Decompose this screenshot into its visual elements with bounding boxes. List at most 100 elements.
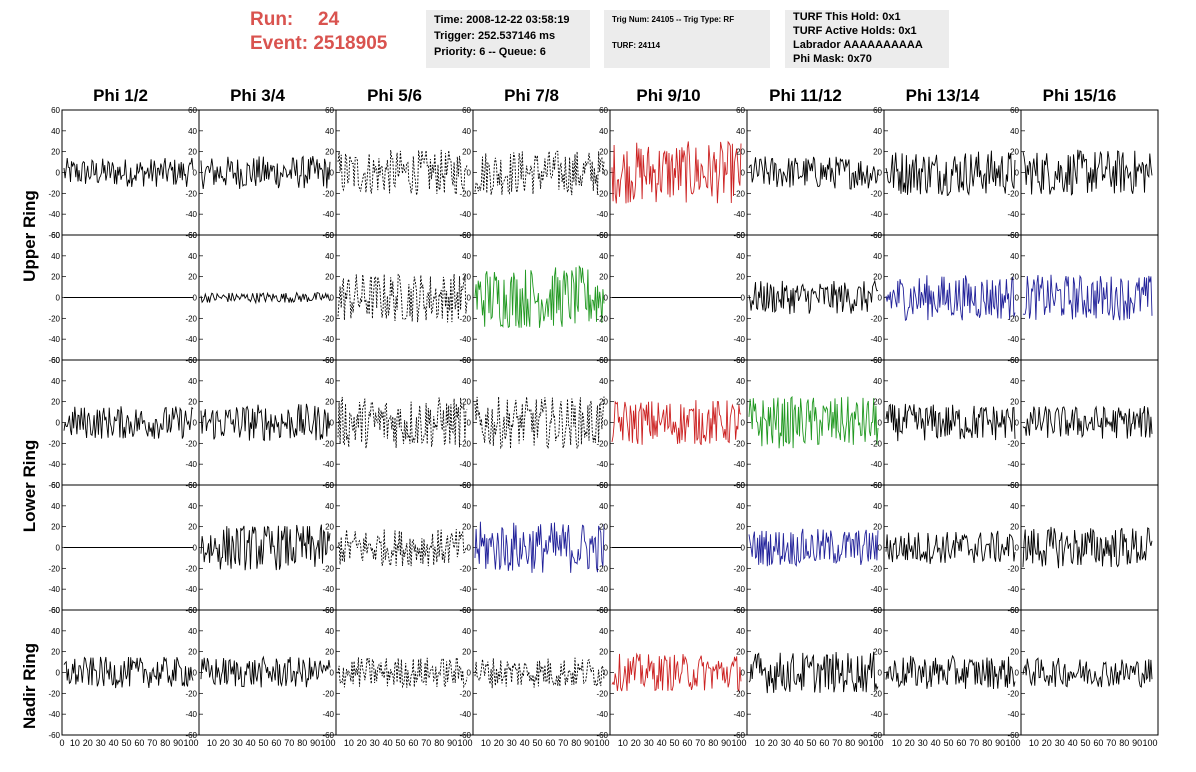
x-tick-label: 60 — [682, 738, 692, 748]
y-tick-label: -20 — [1007, 189, 1019, 198]
y-tick-label: 40 — [462, 127, 471, 136]
y-tick-label: 0 — [193, 544, 198, 553]
panel-r1-c1: 60 40 20 0 -20 -40 -60 — [48, 106, 200, 240]
y-tick-label: -20 — [733, 439, 745, 448]
y-tick-label: -40 — [1007, 335, 1019, 344]
panel-frame — [1020, 609, 1159, 736]
y-tick-label: -40 — [185, 710, 197, 719]
y-tick-label: -20 — [1007, 689, 1019, 698]
y-tick-label: -60 — [459, 731, 471, 740]
y-tick-label: 20 — [1010, 648, 1019, 657]
y-tick-label: 0 — [1015, 419, 1020, 428]
y-tick-label: 60 — [736, 231, 745, 240]
y-tick-label: 40 — [188, 627, 197, 636]
x-tick-label: 10 — [344, 738, 354, 748]
x-tick-label: 60 — [134, 738, 144, 748]
x-tick-label: 100 — [1005, 738, 1020, 748]
x-tick-label: 80 — [160, 738, 170, 748]
waveform-line — [337, 656, 468, 689]
y-tick-label: -40 — [185, 460, 197, 469]
y-tick-label: 0 — [330, 669, 335, 678]
y-tick-label: -20 — [185, 439, 197, 448]
run-value: 24 — [318, 9, 340, 30]
panel-frame — [746, 609, 885, 736]
y-tick-label: 40 — [599, 252, 608, 261]
x-tick-label: 90 — [1132, 738, 1142, 748]
x-tick-label: 50 — [121, 738, 131, 748]
x-tick-label: 80 — [434, 738, 444, 748]
y-tick-label: -60 — [48, 606, 60, 615]
y-tick-label: 0 — [741, 544, 746, 553]
x-tick-label: 20 — [494, 738, 504, 748]
x-tick-label: 20 — [83, 738, 93, 748]
phi-header-5: Phi 9/10 — [636, 86, 701, 105]
y-tick-label: 40 — [599, 627, 608, 636]
y-tick-label: -40 — [733, 460, 745, 469]
y-tick-label: 60 — [873, 481, 882, 490]
waveform-line — [885, 654, 1016, 690]
y-tick-label: -40 — [322, 460, 334, 469]
y-tick-label: 20 — [736, 148, 745, 157]
y-tick-label: 0 — [467, 169, 472, 178]
y-tick-label: 0 — [330, 294, 335, 303]
panel-r3-c1: 60 40 20 0 -20 -40 -60 — [48, 356, 200, 490]
y-tick-label: 0 — [878, 419, 883, 428]
y-tick-label: 20 — [599, 648, 608, 657]
y-tick-label: 40 — [188, 127, 197, 136]
y-tick-label: -40 — [459, 460, 471, 469]
y-tick-label: 20 — [462, 273, 471, 282]
y-tick-label: 20 — [462, 523, 471, 532]
y-tick-label: 40 — [462, 377, 471, 386]
y-tick-label: -20 — [733, 689, 745, 698]
y-tick-label: -40 — [48, 210, 60, 219]
x-tick-label: 10 — [481, 738, 491, 748]
y-tick-label: 0 — [467, 669, 472, 678]
y-tick-label: -60 — [48, 731, 60, 740]
x-tick-label: 30 — [507, 738, 517, 748]
y-tick-label: 40 — [462, 627, 471, 636]
x-tick-label: 70 — [832, 738, 842, 748]
y-tick-label: 20 — [462, 398, 471, 407]
y-tick-label: -40 — [459, 585, 471, 594]
x-tick-label: 60 — [819, 738, 829, 748]
y-tick-label: 40 — [1010, 377, 1019, 386]
x-tick-label: 50 — [943, 738, 953, 748]
y-tick-label: 60 — [188, 106, 197, 115]
y-tick-label: 40 — [188, 377, 197, 386]
x-tick-label: 50 — [1080, 738, 1090, 748]
y-tick-label: 40 — [462, 502, 471, 511]
waveform-line — [200, 403, 331, 442]
y-tick-label: -40 — [185, 585, 197, 594]
y-tick-label: 0 — [878, 294, 883, 303]
y-tick-label: -40 — [322, 335, 334, 344]
waveform-line — [748, 651, 879, 694]
priority-text: Priority: 6 -- Queue: 6 — [434, 46, 546, 58]
x-tick-label: 60 — [271, 738, 281, 748]
y-tick-label: -40 — [733, 210, 745, 219]
y-tick-label: -20 — [48, 564, 60, 573]
x-tick-label: 100 — [183, 738, 198, 748]
y-tick-label: -20 — [870, 439, 882, 448]
waveform-line — [885, 150, 1016, 197]
y-tick-label: -20 — [1007, 439, 1019, 448]
y-tick-label: 40 — [1010, 502, 1019, 511]
y-tick-label: 0 — [1015, 544, 1020, 553]
y-tick-label: 20 — [873, 273, 882, 282]
y-tick-label: -20 — [459, 689, 471, 698]
y-tick-label: 40 — [873, 627, 882, 636]
x-tick-label: 40 — [794, 738, 804, 748]
x-tick-label: 80 — [297, 738, 307, 748]
turf-num-text: TURF: 24114 — [612, 41, 661, 50]
x-tick-label: 90 — [173, 738, 183, 748]
y-tick-label: -20 — [48, 189, 60, 198]
y-tick-label: -40 — [322, 710, 334, 719]
y-tick-label: 40 — [51, 127, 60, 136]
